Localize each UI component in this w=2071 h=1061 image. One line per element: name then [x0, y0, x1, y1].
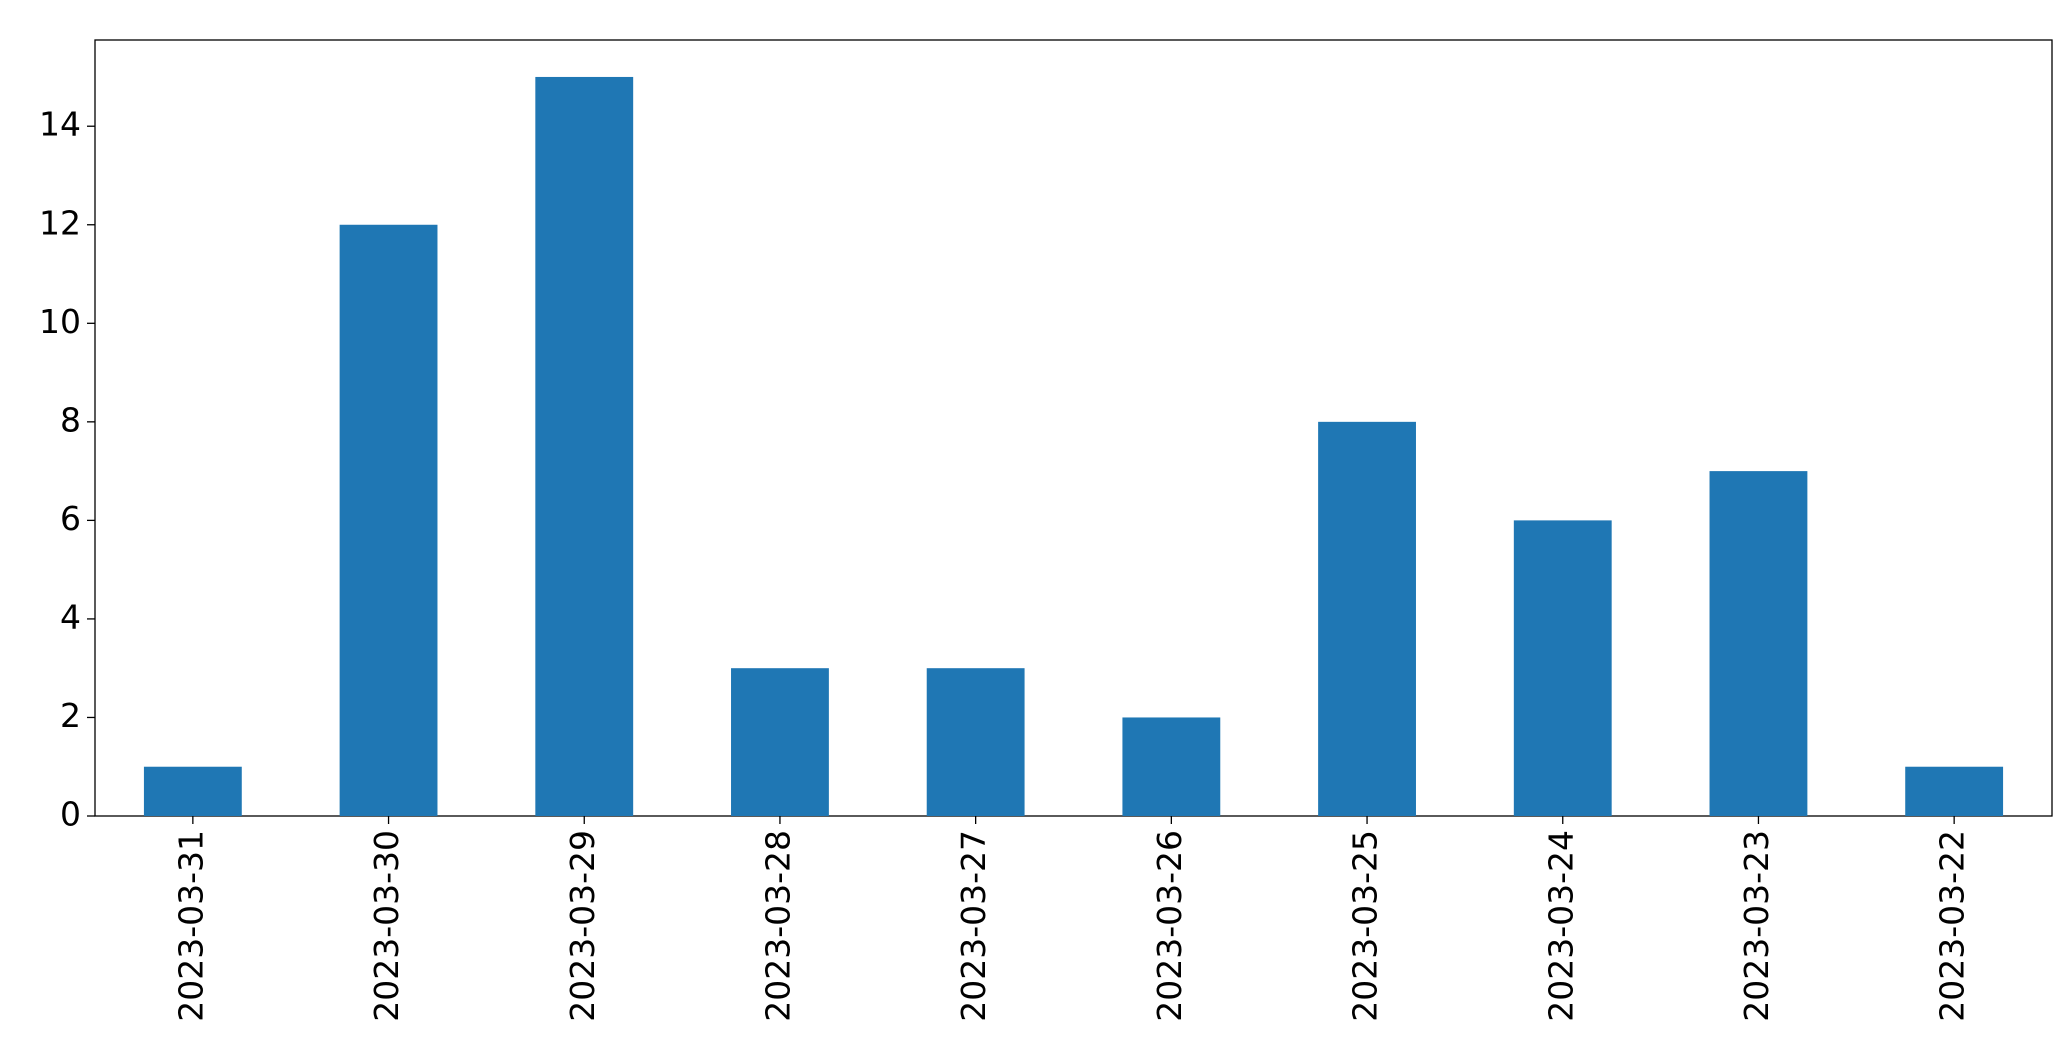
x-tick-label: 2023-03-22	[1933, 830, 1972, 1022]
bar	[731, 668, 829, 816]
x-tick-label: 2023-03-26	[1150, 830, 1189, 1022]
y-tick-label: 14	[39, 105, 81, 144]
y-tick-label: 10	[39, 302, 81, 341]
y-tick-label: 12	[39, 203, 81, 242]
x-tick-label: 2023-03-30	[367, 830, 406, 1022]
y-tick-label: 0	[60, 795, 81, 834]
bar	[1709, 471, 1808, 816]
bar	[1513, 520, 1612, 816]
x-tick-label: 2023-03-27	[954, 830, 993, 1022]
x-tick-label: 2023-03-29	[563, 830, 602, 1022]
x-tick-label: 2023-03-24	[1541, 830, 1580, 1022]
bar	[1318, 421, 1416, 816]
bar	[143, 766, 242, 816]
bar	[339, 224, 438, 816]
x-tick-label: 2023-03-23	[1737, 830, 1776, 1022]
y-tick-label: 2	[60, 696, 81, 735]
y-tick-label: 8	[60, 400, 81, 439]
x-tick-label: 2023-03-31	[171, 830, 210, 1022]
x-tick-label: 2023-03-28	[758, 830, 797, 1022]
bar	[1122, 717, 1221, 816]
x-tick-label: 2023-03-25	[1346, 830, 1385, 1022]
bar	[1905, 766, 2004, 816]
y-tick-label: 4	[60, 597, 81, 636]
y-tick-label: 6	[60, 499, 81, 538]
bar	[926, 668, 1025, 816]
plot-frame	[94, 39, 2053, 817]
bar	[535, 76, 634, 816]
